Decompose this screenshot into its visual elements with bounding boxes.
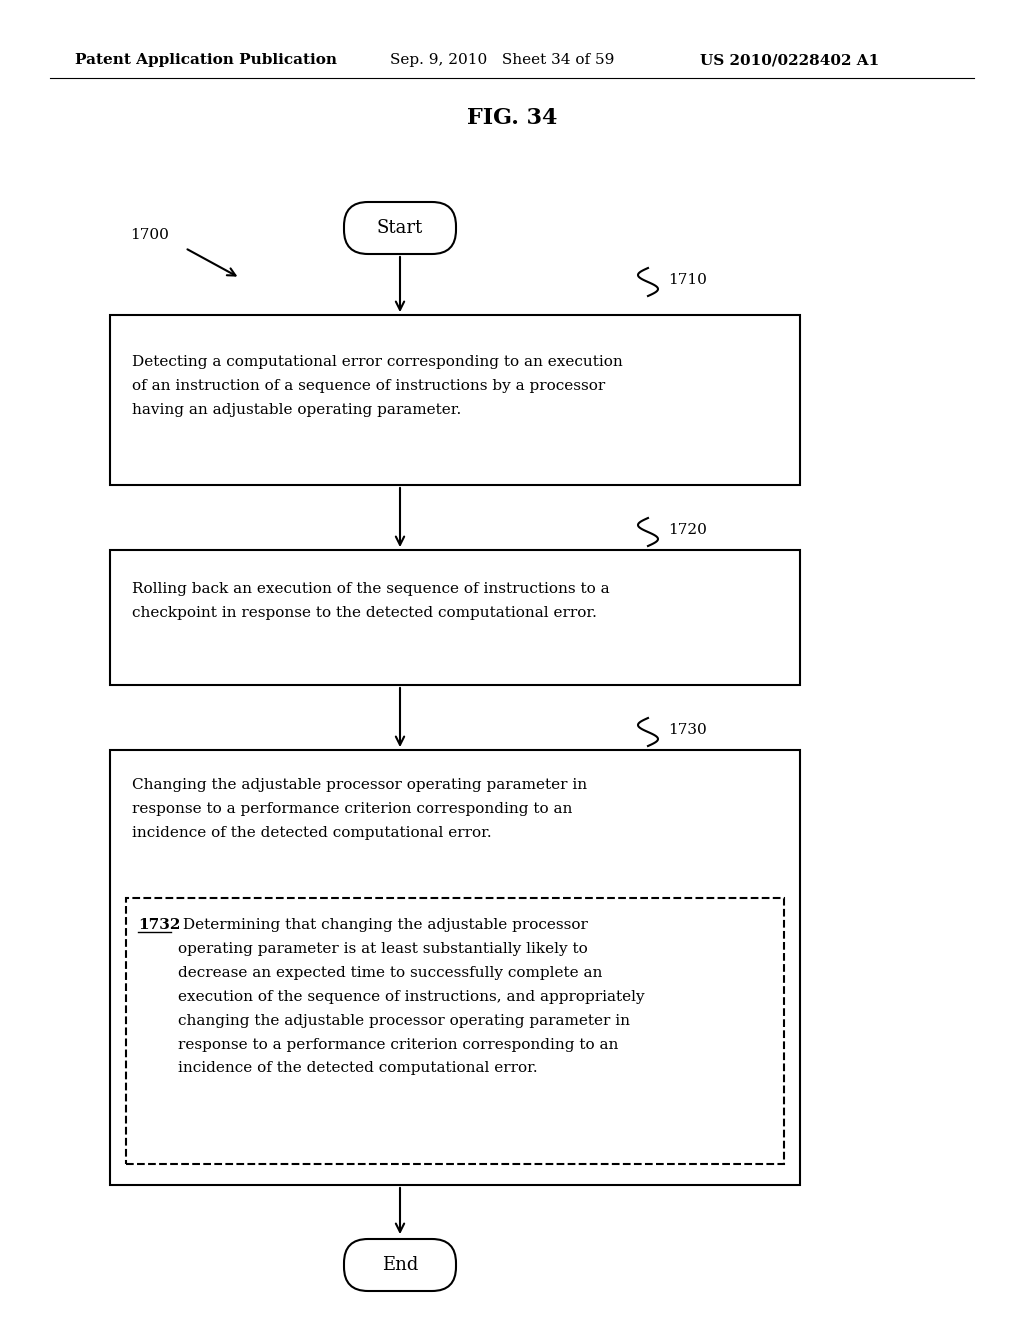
- Text: Rolling back an execution of the sequence of instructions to a
checkpoint in res: Rolling back an execution of the sequenc…: [132, 582, 609, 620]
- FancyBboxPatch shape: [344, 202, 456, 253]
- Text: Changing the adjustable processor operating parameter in
response to a performan: Changing the adjustable processor operat…: [132, 777, 587, 840]
- FancyBboxPatch shape: [110, 750, 800, 1185]
- FancyBboxPatch shape: [110, 315, 800, 484]
- Text: End: End: [382, 1257, 418, 1274]
- Text: 1732: 1732: [138, 917, 180, 932]
- Text: 1720: 1720: [668, 523, 707, 537]
- FancyBboxPatch shape: [344, 1239, 456, 1291]
- Text: 1700: 1700: [130, 228, 169, 242]
- Text: 1730: 1730: [668, 723, 707, 737]
- Text: US 2010/0228402 A1: US 2010/0228402 A1: [700, 53, 880, 67]
- Text: Sep. 9, 2010   Sheet 34 of 59: Sep. 9, 2010 Sheet 34 of 59: [390, 53, 614, 67]
- FancyBboxPatch shape: [110, 550, 800, 685]
- Text: 1710: 1710: [668, 273, 707, 286]
- Text: Patent Application Publication: Patent Application Publication: [75, 53, 337, 67]
- Text: FIG. 34: FIG. 34: [467, 107, 557, 129]
- Text: Determining that changing the adjustable processor
operating parameter is at lea: Determining that changing the adjustable…: [178, 917, 645, 1076]
- Text: Detecting a computational error corresponding to an execution
of an instruction : Detecting a computational error correspo…: [132, 355, 623, 417]
- FancyBboxPatch shape: [126, 898, 784, 1164]
- Text: Start: Start: [377, 219, 423, 238]
